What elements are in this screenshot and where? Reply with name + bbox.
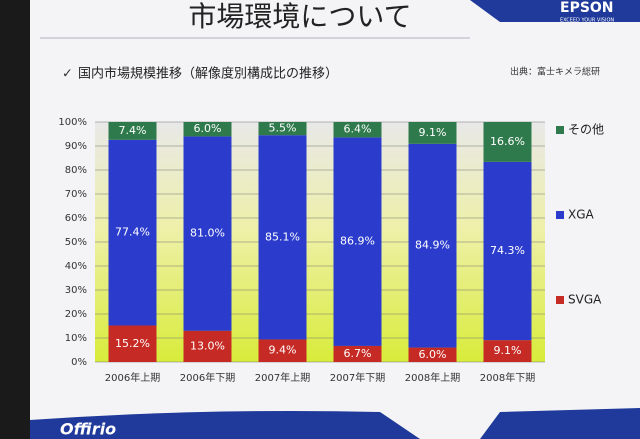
y-tick-label: 30% — [65, 285, 87, 296]
x-tick-label: 2006年上期 — [105, 371, 160, 384]
value-label: 9.1% — [494, 344, 522, 357]
footer-logo: Offirio — [60, 420, 116, 439]
y-tick-label: 70% — [65, 189, 87, 200]
chart-title: 市場環境について — [188, 0, 411, 33]
bar-segment — [408, 347, 457, 362]
bar-segment — [183, 136, 232, 331]
value-label: 85.1% — [265, 230, 300, 243]
legend-swatch — [556, 126, 564, 134]
bar-segment — [108, 325, 157, 362]
value-label: 86.9% — [340, 235, 375, 248]
legend-label: SVGA — [568, 293, 602, 307]
x-tick-label: 2008年上期 — [405, 371, 460, 384]
value-label: 6.0% — [419, 348, 447, 361]
y-tick-label: 20% — [65, 309, 87, 320]
value-label: 9.4% — [269, 344, 297, 357]
y-tick-label: 60% — [65, 213, 87, 224]
bar-segment — [333, 137, 382, 346]
value-label: 9.1% — [419, 126, 447, 139]
value-label: 16.6% — [490, 135, 525, 148]
value-label: 77.4% — [115, 226, 150, 239]
value-label: 6.7% — [344, 347, 372, 360]
bar-segment — [258, 339, 307, 362]
value-label: 6.0% — [194, 122, 222, 135]
bar-segment — [108, 122, 157, 140]
bar-segment — [108, 139, 157, 326]
y-tick-label: 80% — [65, 165, 87, 176]
value-label: 84.9% — [415, 239, 450, 252]
header-band — [470, 0, 640, 22]
logo: EPSON — [560, 0, 614, 16]
y-tick-label: 0% — [71, 357, 87, 368]
legend-swatch — [556, 296, 564, 304]
check-icon: ✓ — [62, 67, 73, 82]
bar-segment — [258, 135, 307, 340]
value-label: 6.4% — [344, 123, 372, 136]
bar-segment — [483, 161, 532, 341]
bar-segment — [183, 330, 232, 362]
y-tick-label: 100% — [58, 117, 87, 128]
value-label: 13.0% — [190, 339, 225, 352]
y-tick-label: 50% — [65, 237, 87, 248]
bar-segment — [483, 340, 532, 362]
y-tick-label: 90% — [65, 141, 87, 152]
bar-segment — [408, 143, 457, 348]
bar-segment — [183, 122, 232, 137]
legend-label: その他 — [568, 123, 604, 137]
x-tick-label: 2007年下期 — [330, 371, 385, 384]
legend-swatch — [556, 211, 564, 219]
value-label: 7.4% — [119, 124, 147, 137]
bar-segment — [333, 122, 382, 138]
value-label: 81.0% — [190, 227, 225, 240]
tagline: EXCEED YOUR VISION — [560, 18, 614, 24]
value-label: 74.3% — [490, 244, 525, 257]
bar-segment — [258, 122, 307, 136]
chart-subtitle: 国内市場規模推移（解像度別構成比の推移） — [78, 66, 338, 82]
y-tick-label: 40% — [65, 261, 87, 272]
x-tick-label: 2008年下期 — [480, 371, 535, 384]
x-tick-label: 2006年下期 — [180, 371, 235, 384]
bar-segment — [333, 345, 382, 362]
footer-band — [480, 408, 640, 439]
source: 出典：富士キメラ総研 — [510, 66, 600, 78]
footer-band — [30, 411, 420, 439]
legend-label: XGA — [568, 208, 595, 222]
bar-segment — [408, 122, 457, 144]
bar-segment — [483, 122, 532, 162]
value-label: 5.5% — [269, 122, 297, 135]
value-label: 15.2% — [115, 337, 150, 350]
x-tick-label: 2007年上期 — [255, 371, 310, 384]
y-tick-label: 10% — [65, 333, 87, 344]
